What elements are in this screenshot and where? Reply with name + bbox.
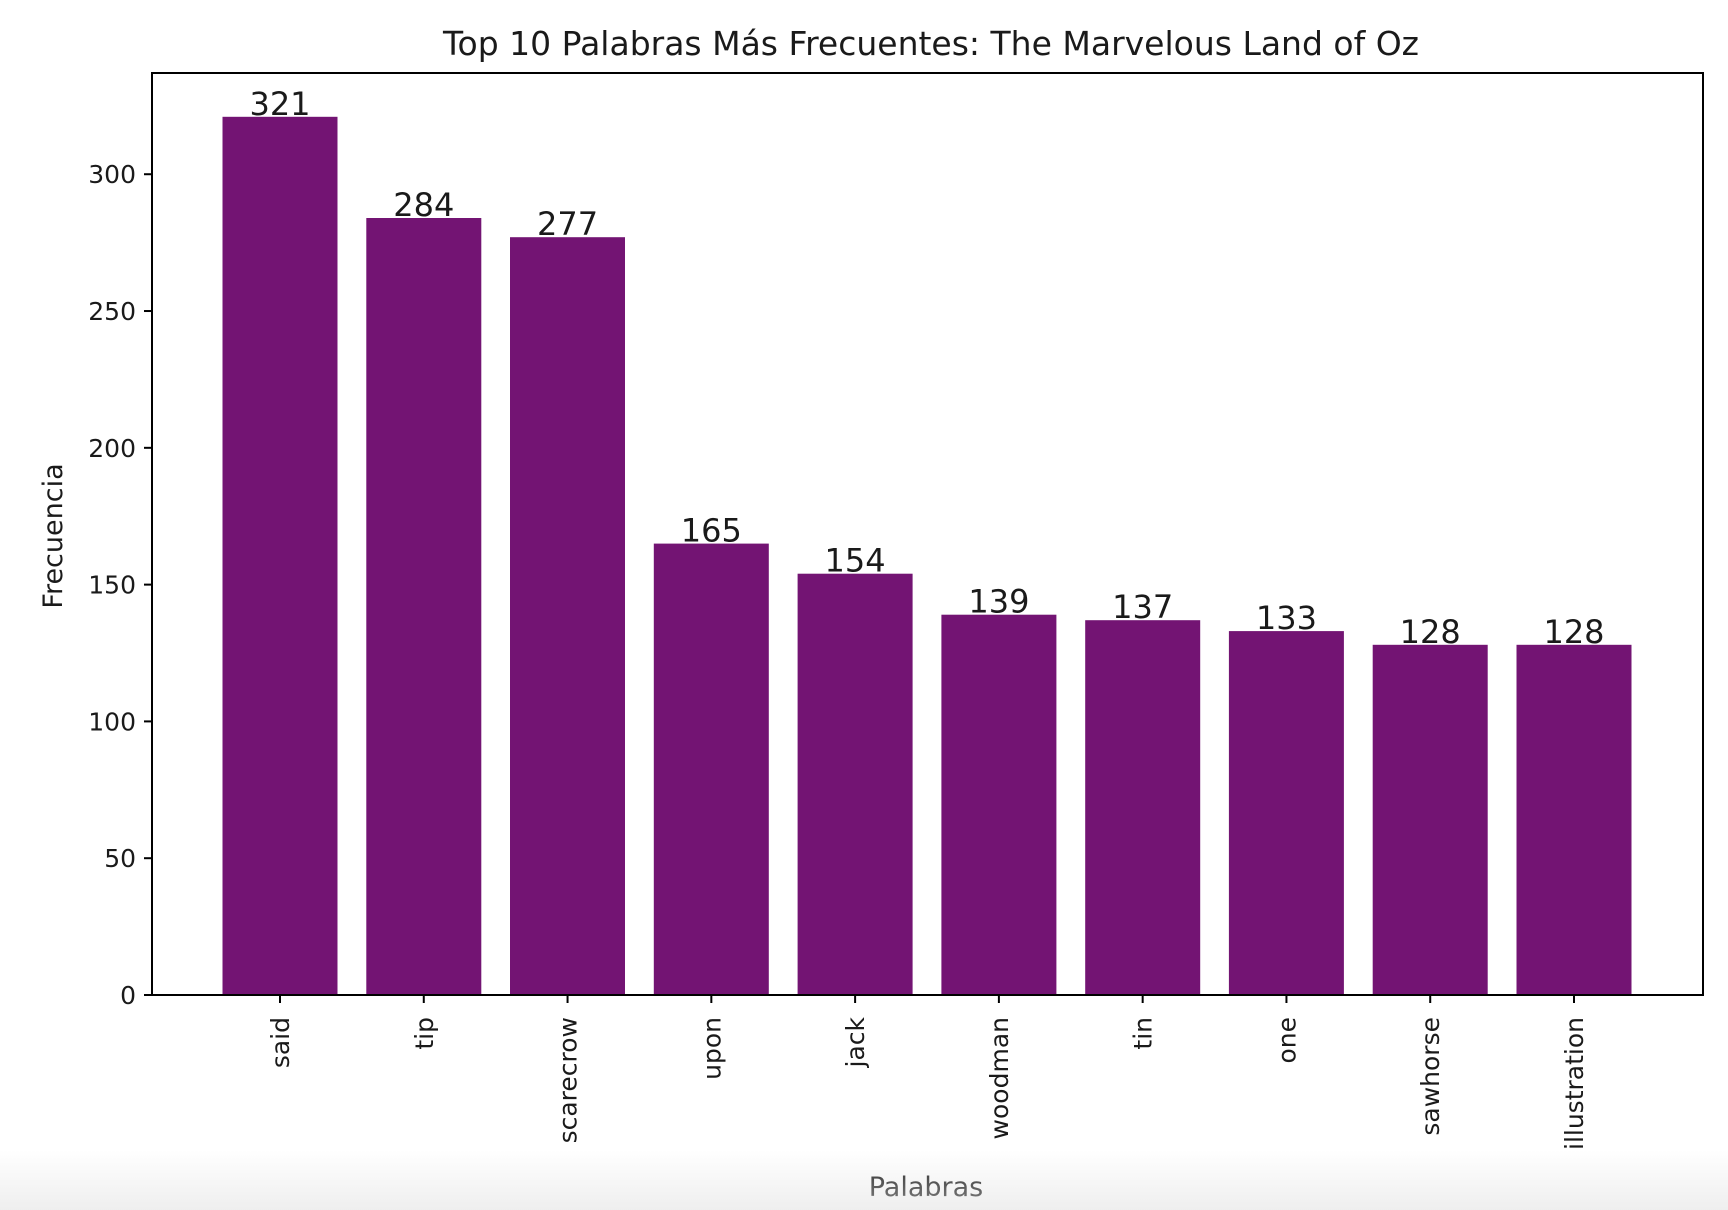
bar-tip bbox=[366, 218, 482, 995]
x-tick-label-upon: upon bbox=[697, 1017, 726, 1080]
x-tick-label-sawhorse: sawhorse bbox=[1416, 1017, 1445, 1136]
data-label-one: 133 bbox=[1256, 599, 1317, 637]
bar-illustration bbox=[1516, 644, 1632, 995]
x-tick-label-illustration: illustration bbox=[1560, 1017, 1589, 1150]
y-tick-label-200: 200 bbox=[88, 434, 136, 463]
data-label-woodman: 139 bbox=[968, 583, 1029, 621]
data-label-sawhorse: 128 bbox=[1400, 613, 1461, 651]
data-label-said: 321 bbox=[249, 85, 310, 123]
x-tick-label-woodman: woodman bbox=[985, 1017, 1014, 1139]
y-axis: 0 50 100 150 200 250 300 bbox=[88, 160, 152, 1010]
y-tick-label-300: 300 bbox=[88, 160, 136, 189]
plot-frame bbox=[151, 72, 1704, 996]
bar-woodman bbox=[941, 614, 1057, 995]
y-tick-label-50: 50 bbox=[104, 844, 136, 873]
chart-title: Top 10 Palabras Más Frecuentes: The Marv… bbox=[442, 24, 1419, 63]
data-label-scarecrow: 277 bbox=[537, 205, 598, 243]
bar-scarecrow bbox=[510, 237, 625, 995]
y-tick-label-100: 100 bbox=[88, 707, 136, 736]
x-tick-label-jack: jack bbox=[841, 1016, 870, 1068]
x-tick-label-one: one bbox=[1272, 1017, 1301, 1064]
x-axis: said tip scarecrow upon jack woodman tin one saw… bbox=[266, 995, 1589, 1150]
bar-tin bbox=[1085, 620, 1201, 995]
x-axis-label: Palabras bbox=[869, 1172, 984, 1203]
data-labels-group: 321 284 277 165 154 139 137 133 128 128 bbox=[249, 85, 1604, 651]
data-label-tip: 284 bbox=[393, 186, 454, 224]
data-label-upon: 165 bbox=[681, 512, 742, 550]
y-axis-label: Frecuencia bbox=[38, 463, 69, 608]
bar-upon bbox=[653, 543, 769, 995]
x-tick-label-tip: tip bbox=[410, 1017, 439, 1050]
bars-group bbox=[222, 116, 1632, 996]
data-label-illustration: 128 bbox=[1543, 613, 1604, 651]
x-tick-label-tin: tin bbox=[1129, 1017, 1158, 1050]
bar-sawhorse bbox=[1372, 644, 1488, 995]
bar-one bbox=[1228, 631, 1344, 995]
x-tick-label-scarecrow: scarecrow bbox=[554, 1017, 583, 1143]
data-label-tin: 137 bbox=[1112, 588, 1173, 626]
x-tick-label-said: said bbox=[266, 1017, 295, 1068]
y-tick-label-250: 250 bbox=[88, 297, 136, 326]
bar-jack bbox=[797, 573, 913, 995]
data-label-jack: 154 bbox=[825, 542, 886, 580]
bar-said bbox=[222, 116, 338, 996]
y-tick-label-0: 0 bbox=[120, 981, 136, 1010]
y-tick-label-150: 150 bbox=[88, 571, 136, 600]
